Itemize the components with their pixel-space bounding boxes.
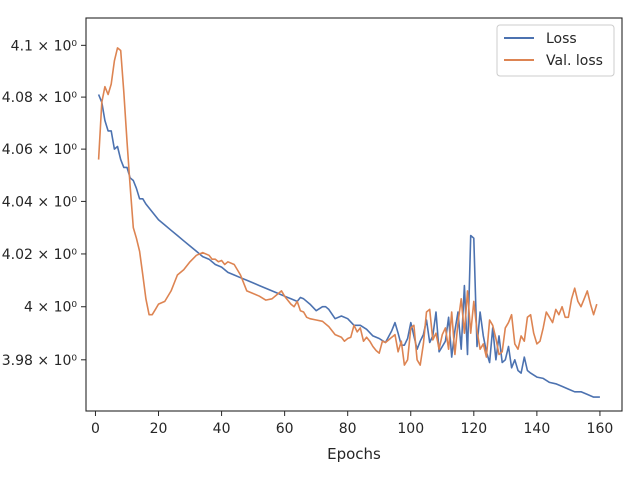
x-tick-label: 60 [276,421,294,437]
legend-label-loss: Loss [546,31,577,47]
plot-frame [85,17,623,412]
x-axis: 0 20 40 60 80 100 120 140 160 [91,411,613,437]
y-tick-label: 4.08 × 10⁰ [2,90,78,106]
y-tick-label: 4.04 × 10⁰ [2,194,78,210]
x-tick-label: 140 [524,421,551,437]
legend-label-val-loss: Val. loss [546,53,603,69]
series-line-loss [97,94,600,398]
x-tick-label: 100 [397,421,424,437]
y-tick-label: 4.02 × 10⁰ [2,247,78,263]
legend: Loss Val. loss [496,24,615,77]
x-tick-label: 0 [91,421,100,437]
x-tick-label: 20 [150,421,168,437]
x-tick-label: 160 [587,421,614,437]
series-line-val-loss [97,47,598,366]
y-tick-label: 4 × 10⁰ [24,300,77,316]
x-tick-label: 40 [213,421,231,437]
x-tick-label: 80 [339,421,357,437]
y-tick-label: 4.06 × 10⁰ [2,142,78,158]
y-axis: 3.98 × 10⁰ 4 × 10⁰ 4.02 × 10⁰ 4.04 × 10⁰ 4.0… [2,38,86,369]
y-tick-label: 3.98 × 10⁰ [2,353,78,369]
x-tick-label: 120 [460,421,487,437]
plot-background [86,18,622,411]
y-tick-label: 4.1 × 10⁰ [11,38,78,54]
x-axis-label: Epochs [327,445,381,463]
series-layer [97,47,600,398]
